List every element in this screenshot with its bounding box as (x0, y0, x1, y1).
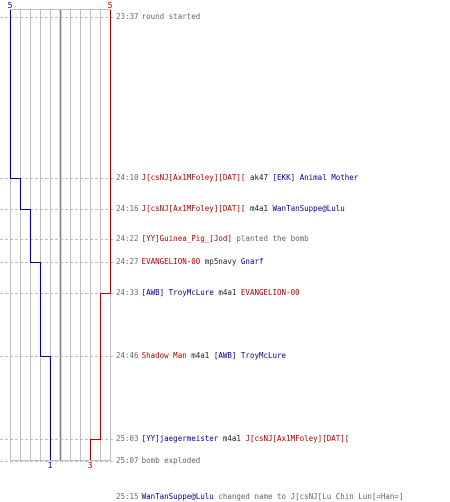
terrorist-player: J[csNJ[Ax1MFoley][DAT][ (141, 173, 246, 182)
event-time: 25:07 (116, 456, 139, 465)
tr-start-count: 5 (108, 1, 113, 10)
weapon-name: m4a1 (249, 204, 269, 213)
event-text: planted the bomb (236, 234, 309, 243)
terrorist-player: EVANGELION-00 (240, 288, 300, 297)
event-row: 25:07 bomb exploded (116, 456, 200, 466)
ct-end-count: 1 (48, 461, 53, 470)
ct-alive-line (9, 10, 52, 460)
ct-start-count: 5 (8, 1, 13, 10)
ct-player: [YY]jaegermeister (141, 434, 219, 443)
event-time: 24:16 (116, 204, 139, 213)
weapon-name: mp5navy (204, 257, 237, 266)
event-row: 24:22 [YY]Guinea_Pig_[Jod] planted the bo… (116, 234, 309, 244)
event-row: 25:03 [YY]jaegermeister m4a1 J[csNJ[Ax1MF… (116, 434, 349, 444)
event-time: 24:22 (116, 234, 139, 243)
ct-player: [AWB] TroyMcLure (213, 351, 287, 360)
weapon-name: m4a1 (222, 434, 241, 443)
event-row: 24:46 Shadow Man m4a1 [AWB] TroyMcLure (116, 351, 286, 361)
round-timeline: 5 5 1 3 (0, 1, 114, 470)
event-time: 24:46 (116, 351, 139, 360)
terrorist-player: J[csNJ[Ax1MFoley][DAT][ (141, 204, 246, 213)
event-row: 25:15 WanTanSuppe@Lulu changed name to J[… (116, 492, 403, 502)
event-text: changed name to J[csNJ[Lu Chin Lun[=Han=… (218, 492, 404, 501)
terrorist-player: [YY]Guinea_Pig_[Jod] (141, 234, 232, 243)
tr-alive-line (89, 10, 112, 460)
terrorist-player: J[csNJ[Ax1MFoley][DAT][ (245, 434, 350, 443)
tr-end-count: 3 (88, 461, 93, 470)
weapon-name: m4a1 (218, 288, 237, 297)
event-row: 24:33 [AWB] TroyMcLure m4a1 EVANGELION-00 (116, 288, 300, 298)
terrorist-player: EVANGELION-00 (141, 257, 201, 266)
ct-player: WanTanSuppe@Lulu (141, 492, 214, 501)
weapon-name: m4a1 (191, 351, 210, 360)
ct-player: [EKK] Animal Mother (272, 173, 359, 182)
event-text: round started (141, 12, 201, 21)
event-time: 23:37 (116, 12, 139, 21)
event-time: 24:33 (116, 288, 139, 297)
event-time: 24:10 (116, 173, 139, 182)
weapon-name: ak47 (249, 173, 269, 182)
ct-player: [AWB] TroyMcLure (141, 288, 214, 297)
ct-player: WanTanSuppe@Lulu (272, 204, 345, 213)
event-row: 24:10 J[csNJ[Ax1MFoley][DAT][ ak47 [EKK] … (116, 173, 358, 183)
event-text: bomb exploded (141, 456, 201, 465)
ct-player: Gnarf (240, 257, 264, 266)
event-time: 25:15 (116, 492, 139, 501)
event-row: 24:27 EVANGELION-00 mp5navy Gnarf (116, 257, 264, 267)
event-time: 25:03 (116, 434, 139, 443)
event-row: 24:16 J[csNJ[Ax1MFoley][DAT][ m4a1 WanTan… (116, 204, 345, 214)
event-row: 23:37 round started (116, 12, 200, 22)
event-time: 24:27 (116, 257, 139, 266)
terrorist-player: Shadow Man (141, 351, 187, 360)
